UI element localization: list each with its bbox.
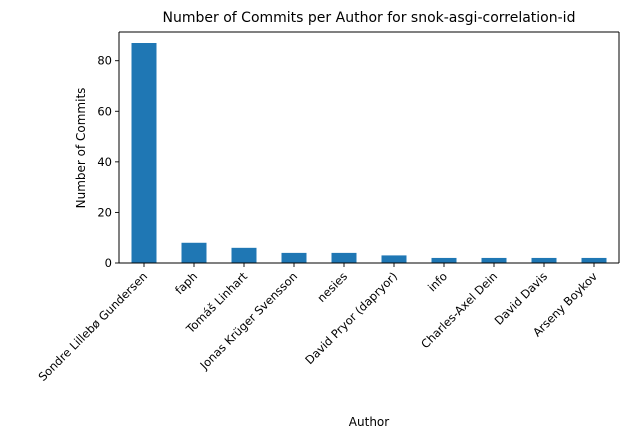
- bar: [431, 257, 457, 263]
- y-axis-label: Number of Commits: [74, 88, 88, 209]
- bar: [581, 257, 607, 263]
- y-tick-label: 60: [97, 104, 112, 118]
- y-tick-label: 0: [105, 256, 112, 270]
- bar: [181, 242, 207, 263]
- x-tick-label: nesies: [314, 269, 350, 305]
- y-tick-label: 80: [97, 54, 112, 68]
- bar: [481, 257, 507, 263]
- y-tick-label: 40: [97, 155, 112, 169]
- bar: [381, 255, 407, 263]
- x-tick-label: faph: [172, 269, 200, 297]
- bar: [531, 257, 557, 263]
- bar: [331, 252, 357, 263]
- x-tick-label: info: [425, 269, 450, 294]
- bar: [281, 252, 307, 263]
- y-tick-label: 20: [97, 205, 112, 219]
- x-tick-label: David Pryor (dapryor): [302, 269, 400, 367]
- bar: [231, 247, 257, 263]
- x-tick-label: Sondre Lillebø Gundersen: [35, 269, 150, 384]
- x-tick-label: Jonas Krüger Svensson: [197, 269, 301, 373]
- chart-title: Number of Commits per Author for snok-as…: [163, 10, 576, 26]
- x-axis-label: Author: [349, 415, 389, 429]
- bar: [131, 43, 157, 263]
